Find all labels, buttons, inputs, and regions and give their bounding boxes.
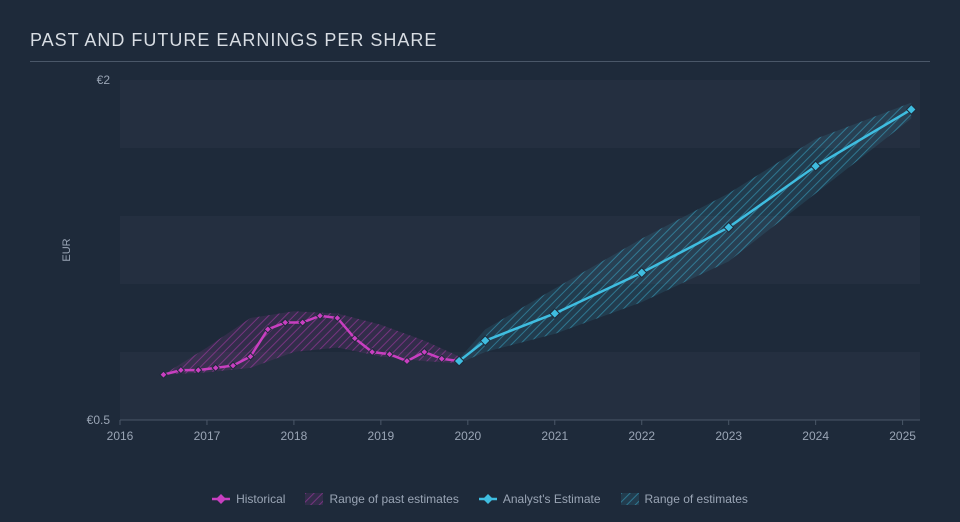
legend-item-historical: Historical	[212, 492, 285, 506]
legend-label: Range of estimates	[645, 492, 748, 506]
svg-text:€0.5: €0.5	[87, 413, 111, 427]
chart-area: 2016 2017 2018 2019 2020 2021 2022 2023 2024 2025…	[30, 70, 930, 470]
svg-text:2024: 2024	[802, 429, 829, 443]
legend-label: Analyst's Estimate	[503, 492, 601, 506]
svg-text:EUR: EUR	[61, 238, 73, 261]
chart-title: PAST AND FUTURE EARNINGS PER SHARE	[30, 30, 930, 62]
legend-label: Range of past estimates	[329, 492, 458, 506]
svg-text:2016: 2016	[107, 429, 134, 443]
svg-text:2023: 2023	[715, 429, 742, 443]
svg-text:2017: 2017	[194, 429, 221, 443]
legend-item-past_range: Range of past estimates	[305, 492, 458, 506]
svg-text:2019: 2019	[368, 429, 395, 443]
svg-text:2018: 2018	[281, 429, 308, 443]
grid-bands	[120, 80, 920, 420]
svg-text:2020: 2020	[454, 429, 481, 443]
legend-label: Historical	[236, 492, 285, 506]
legend-item-estimate: Analyst's Estimate	[479, 492, 601, 506]
svg-text:2022: 2022	[628, 429, 655, 443]
legend-item-estimate_range: Range of estimates	[621, 492, 748, 506]
svg-text:2021: 2021	[541, 429, 568, 443]
svg-text:€2: €2	[97, 73, 111, 87]
legend: Historical Range of past estimates Analyst…	[0, 492, 960, 508]
chart-svg: 2016 2017 2018 2019 2020 2021 2022 2023 2024 2025…	[30, 70, 930, 470]
svg-text:2025: 2025	[889, 429, 916, 443]
